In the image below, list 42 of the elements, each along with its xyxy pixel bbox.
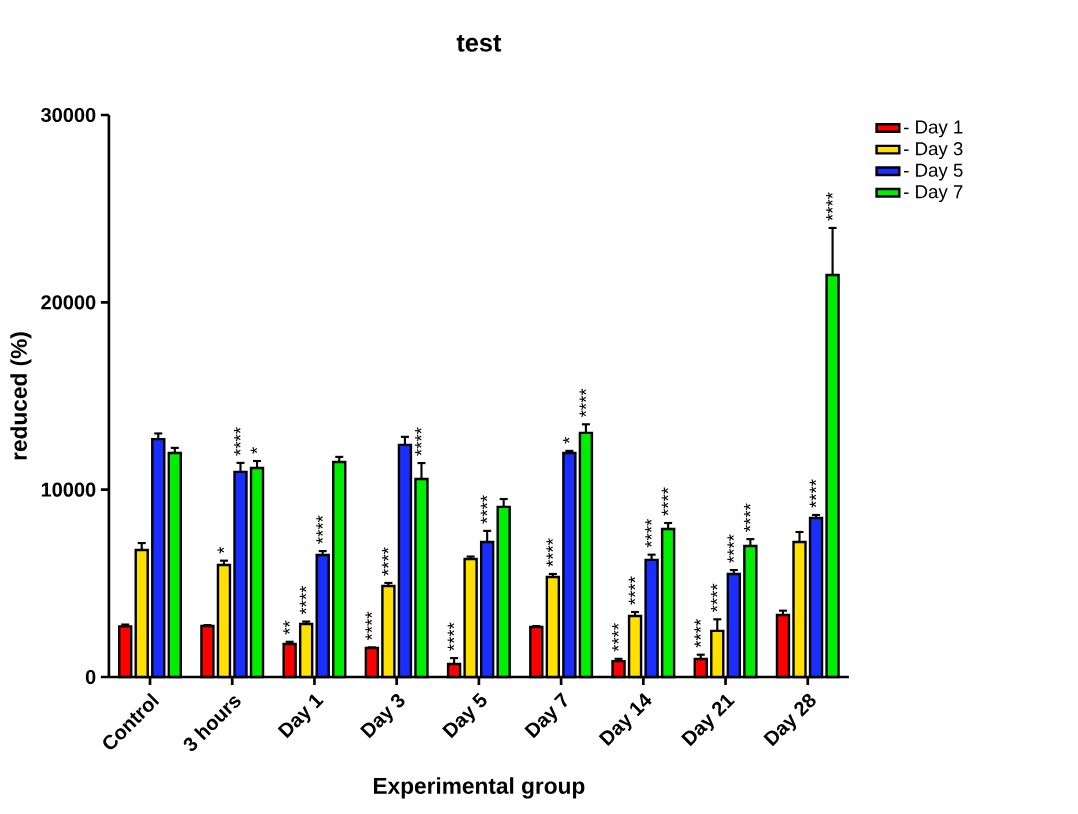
y-tick-label: 20000 [41,295,96,310]
x-tick-label: Day 5 [442,692,487,739]
y-tick-label: 0 [85,669,96,685]
legend-label: - Day 1 [904,120,963,138]
legend-label: - Day 7 [904,185,963,203]
y-tick-label: 10000 [41,482,96,497]
data-label: **** [316,515,323,544]
data-label: **** [628,576,636,605]
data-label: **** [694,619,701,648]
data-label: **** [710,583,718,613]
data-label: **** [661,487,669,516]
data-label: **** [365,611,372,641]
x-tick-label: Day 14 [598,693,652,747]
data-label: **** [299,585,307,615]
y-tick-label: 30000 [41,107,96,123]
data-label: **** [826,192,833,221]
data-label: **** [809,479,817,508]
data-label: **** [546,538,553,567]
y-axis-title: reduced (%) [10,332,32,460]
data-label: * [250,447,258,454]
x-axis-title: Experimental group [373,777,585,799]
data-label: * [562,436,570,444]
data-label: ** [283,620,290,635]
x-tick-label: Day 7 [524,692,568,739]
x-tick-label: Day 28 [763,693,816,747]
data-label: **** [612,623,619,652]
data-label: **** [381,547,389,576]
data-label: **** [234,427,241,456]
data-label: **** [743,503,751,532]
legend-label: - Day 5 [904,163,963,181]
data-label: **** [415,427,422,456]
data-label: **** [447,622,455,651]
x-tick-label: Day 1 [277,694,324,739]
data-label: * [217,546,225,554]
chart-title: test [456,34,502,52]
x-tick-label: Day 3 [360,693,405,739]
legend-label: - Day 3 [904,142,963,160]
x-tick-label: Day 21 [681,694,736,747]
data-label: **** [480,495,488,524]
data-label: **** [727,534,734,563]
data-label: **** [579,388,587,418]
data-label: **** [645,518,652,548]
